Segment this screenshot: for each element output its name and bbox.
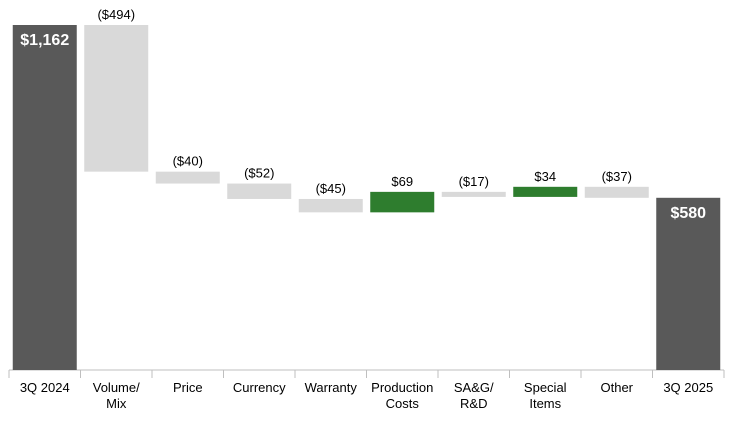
increase-bar [513, 186, 578, 197]
decrease-bar [441, 191, 506, 197]
decrease-bar [584, 186, 649, 198]
x-tick-label-line: Currency [233, 380, 286, 395]
value-label: $34 [534, 169, 556, 184]
x-tick-label-line: Mix [106, 396, 127, 411]
x-tick-label-line: Other [600, 380, 633, 395]
x-tick-label-line: Production [371, 380, 433, 395]
value-label: ($40) [173, 154, 203, 169]
x-tick-label: Price [173, 380, 203, 395]
decrease-bar [298, 198, 363, 213]
decrease-bar [84, 25, 149, 172]
decrease-bar [155, 171, 220, 184]
value-label: $69 [391, 174, 413, 189]
x-tick-label: 3Q 2025 [663, 380, 713, 395]
value-label: ($45) [316, 181, 346, 196]
x-tick-label-line: Volume/ [93, 380, 140, 395]
x-tick-label-line: Costs [386, 396, 420, 411]
x-tick-label-line: Warranty [305, 380, 358, 395]
value-label: ($37) [602, 169, 632, 184]
x-tick-label-line: 3Q 2025 [663, 380, 713, 395]
x-tick-label-line: R&D [460, 396, 487, 411]
x-tick-label: 3Q 2024 [20, 380, 70, 395]
x-tick-label-line: Price [173, 380, 203, 395]
value-label: $580 [670, 205, 706, 222]
decrease-bar [227, 183, 292, 199]
increase-bar [370, 191, 435, 213]
value-label: ($17) [459, 174, 489, 189]
x-tick-label-line: Items [529, 396, 561, 411]
x-tick-label: SA&G/R&D [454, 380, 494, 411]
x-tick-label: Currency [233, 380, 286, 395]
total-bar [12, 25, 77, 370]
value-label: ($494) [97, 7, 135, 22]
x-tick-label-line: SA&G/ [454, 380, 494, 395]
x-tick-label: Production Costs [371, 380, 433, 411]
x-tick-label: Special Items [524, 380, 567, 411]
value-label: ($52) [244, 166, 274, 181]
x-tick-label: Volume/Mix [93, 380, 140, 411]
x-tick-label: Other [600, 380, 633, 395]
x-tick-label: Warranty [305, 380, 358, 395]
value-label: $1,162 [20, 32, 69, 49]
total-bar [656, 197, 721, 370]
x-tick-label-line: Special [524, 380, 567, 395]
x-tick-label-line: 3Q 2024 [20, 380, 70, 395]
